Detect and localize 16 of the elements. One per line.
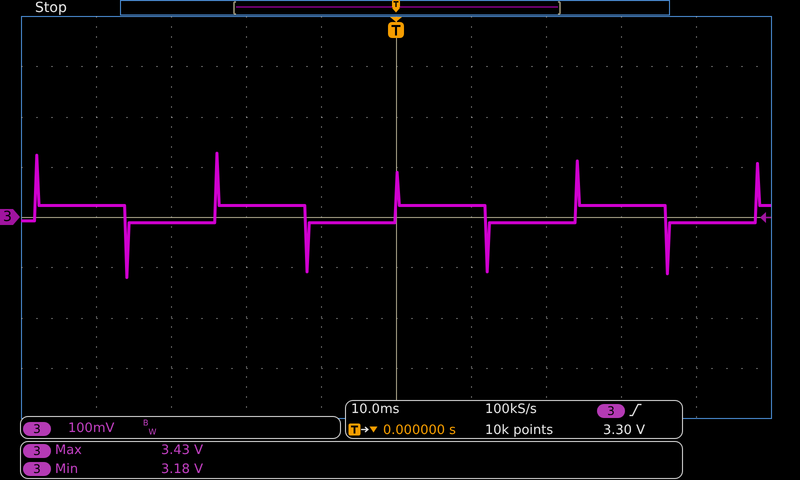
- text: 10.0ms: [351, 402, 400, 417]
- text: Min: [55, 462, 78, 477]
- text: 3.30 V: [603, 422, 645, 438]
- text: 0.000000 s: [383, 422, 456, 438]
- text: 3: [23, 422, 51, 436]
- text: 3: [597, 404, 625, 418]
- text: 3: [23, 462, 51, 476]
- text: 100mV: [68, 421, 114, 436]
- text: Stop: [35, 0, 67, 16]
- text: 3: [0, 209, 20, 225]
- text: 3.18 V: [161, 462, 203, 477]
- text: Max: [55, 443, 82, 458]
- text: 100kS/s: [485, 402, 537, 417]
- text: 10k points: [485, 422, 554, 438]
- text: 3: [23, 444, 51, 458]
- text: 3.43 V: [161, 443, 203, 458]
